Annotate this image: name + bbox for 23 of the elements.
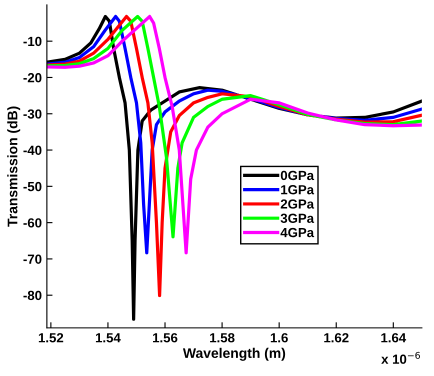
legend-label: 3GPa xyxy=(280,214,314,223)
y-tick-label: -20 xyxy=(23,73,42,82)
y-axis-title: Transmission (dB) xyxy=(7,106,20,227)
x-tick-label: 1.58 xyxy=(210,333,235,342)
x-tick-label: 1.54 xyxy=(96,333,121,342)
x-tick-label: 1.64 xyxy=(381,333,406,342)
y-tick-label: -70 xyxy=(23,254,42,264)
legend-label: 2GPa xyxy=(280,199,314,209)
x-tick-label: 1.52 xyxy=(38,333,64,342)
x-tick-label: 1.62 xyxy=(324,333,349,342)
legend-label: 1GPa xyxy=(281,185,314,194)
y-tick-label: -80 xyxy=(23,290,42,300)
text: x 10$^{−6}$ xyxy=(381,352,420,364)
y-tick-label: -50 xyxy=(23,182,42,192)
y-tick-label: -60 xyxy=(23,218,42,228)
y-tick-label: -30 xyxy=(23,109,42,119)
x-axis-title: Wavelength (m) xyxy=(182,348,286,361)
y-tick-label: -40 xyxy=(23,146,42,155)
x-tick-label: 1.56 xyxy=(153,333,178,342)
x-tick-label: 1.6 xyxy=(270,333,288,342)
legend-label: 4GPa xyxy=(280,228,314,238)
legend-label: 0GPa xyxy=(280,170,314,180)
y-tick-label: -10 xyxy=(23,36,42,46)
